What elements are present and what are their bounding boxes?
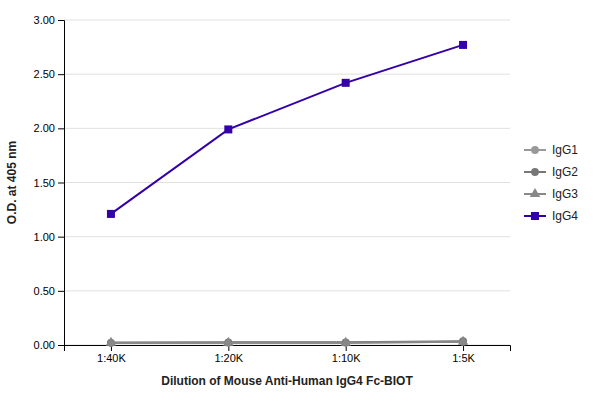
y-axis-title: O.D. at 405 nm: [5, 141, 19, 224]
y-tick-mark: [58, 345, 64, 346]
y-tick-mark: [58, 128, 64, 129]
series: [106, 336, 469, 346]
grid-line: [64, 74, 510, 75]
legend-entry: IgG4: [524, 209, 578, 223]
grid: [64, 20, 510, 345]
point: [459, 41, 467, 49]
legend-marker: [531, 212, 539, 220]
y-axis-line: [58, 21, 65, 346]
x-axis-title: Dilution of Mouse Anti-Human IgG4 Fc-BIO…: [161, 374, 413, 388]
y-tick-label: 3.00: [34, 14, 55, 26]
series: [107, 41, 467, 218]
y-tick-mark: [58, 183, 64, 184]
y-tick: 2.50: [34, 68, 64, 80]
point: [107, 210, 115, 218]
legend-label: IgG4: [552, 209, 578, 223]
y-tick-mark: [58, 20, 64, 21]
series: [107, 338, 467, 347]
x-axis: 1:40K 1:20K 1:10K 1:5K: [65, 345, 511, 364]
point: [342, 79, 350, 87]
legend: IgG1 IgG2 IgG3 IgG4: [524, 143, 578, 223]
chart: 1:40K 1:20K 1:10K 1:5K 0.00 0.50 1.00 1.50 2.00 2…: [0, 0, 600, 397]
grid-line: [64, 128, 510, 129]
grid-line: [64, 290, 510, 291]
x-tick-label: 1:10K: [332, 352, 361, 364]
grid-line: [64, 20, 510, 21]
legend-entry: IgG1: [524, 143, 578, 157]
y-tick-label: 2.50: [34, 68, 55, 80]
y-tick-mark: [58, 291, 64, 292]
y-tick-mark: [58, 237, 64, 238]
legend-marker: [531, 146, 539, 154]
x-tick-label: 1:5K: [452, 352, 475, 364]
legend-label: IgG2: [552, 165, 578, 179]
grid-line: [64, 182, 510, 183]
y-tick: 1.00: [34, 231, 64, 243]
x-axis-line: [65, 346, 511, 352]
y-tick-label: 1.00: [34, 231, 55, 243]
y-tick: 0.50: [34, 285, 64, 297]
x-tick-mark: [463, 345, 464, 351]
y-tick-label: 0.00: [34, 339, 55, 351]
x-tick: 1:10K: [332, 345, 361, 364]
y-tick-label: 2.00: [34, 122, 55, 134]
series-line: [111, 342, 463, 343]
x-tick: 1:5K: [452, 345, 475, 364]
legend-marker: [531, 168, 539, 176]
plot: 1:40K 1:20K 1:10K 1:5K 0.00 0.50 1.00 1.50 2.00 2…: [34, 14, 511, 364]
x-tick: 1:20K: [214, 345, 243, 364]
point: [223, 337, 234, 346]
y-tick: 1.50: [34, 177, 64, 189]
point: [106, 337, 117, 346]
series-line: [111, 341, 463, 343]
y-tick-mark: [58, 74, 64, 75]
marks: [106, 41, 469, 347]
legend-entry: IgG2: [524, 165, 578, 179]
x-tick-label: 1:40K: [97, 352, 126, 364]
legend-entry: IgG3: [524, 187, 578, 201]
y-axis: 0.00 0.50 1.00 1.50 2.00 2.50 3.00: [34, 14, 65, 351]
point: [340, 337, 351, 346]
y-tick-label: 0.50: [34, 285, 55, 297]
point: [224, 125, 232, 133]
series: [107, 337, 467, 346]
legend-marker: [530, 188, 541, 197]
y-tick: 2.00: [34, 122, 64, 134]
x-tick-label: 1:20K: [214, 352, 243, 364]
x-tick: 1:40K: [97, 345, 126, 364]
y-tick-label: 1.50: [34, 177, 55, 189]
legend-label: IgG3: [552, 187, 578, 201]
point: [458, 336, 469, 345]
series-line: [111, 45, 463, 214]
series-line: [111, 342, 463, 343]
grid-line: [64, 236, 510, 237]
y-tick: 3.00: [34, 14, 64, 26]
legend-label: IgG1: [552, 143, 578, 157]
y-tick: 0.00: [34, 339, 64, 351]
